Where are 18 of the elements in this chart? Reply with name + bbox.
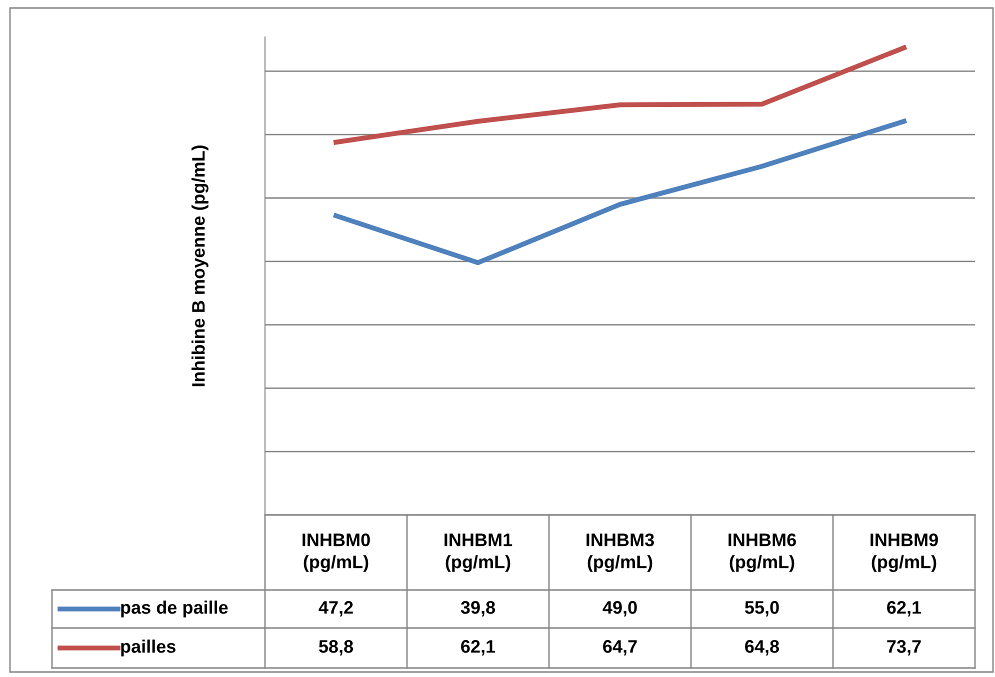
x-tick-label: INHBM9 (pg/mL) — [870, 533, 938, 572]
data-label: 47,2 — [318, 601, 353, 616]
data-label: 64,7 — [603, 640, 637, 656]
legend-label: pas de paille — [121, 600, 228, 618]
x-tick-label: INHBM0 (pg/mL) — [302, 533, 370, 572]
legend-label: pailles — [121, 640, 176, 656]
data-label: 62,1 — [887, 601, 922, 616]
y-axis-title: Inhibine B moyenne (pg/mL) — [192, 146, 208, 386]
data-label: 62,1 — [461, 640, 496, 656]
data-label: 73,7 — [887, 640, 921, 656]
data-label: 55,0 — [744, 601, 779, 616]
data-label: 39,8 — [460, 601, 496, 616]
data-label: 64,8 — [745, 640, 780, 656]
data-label: 58,8 — [318, 640, 354, 656]
x-tick-label: INHBM6 (pg/mL) — [728, 533, 796, 572]
data-label: 49,0 — [602, 601, 637, 616]
x-tick-label: INHBM1 (pg/mL) — [444, 534, 512, 572]
x-tick-label: INHBM3 (pg/mL) — [586, 533, 654, 572]
